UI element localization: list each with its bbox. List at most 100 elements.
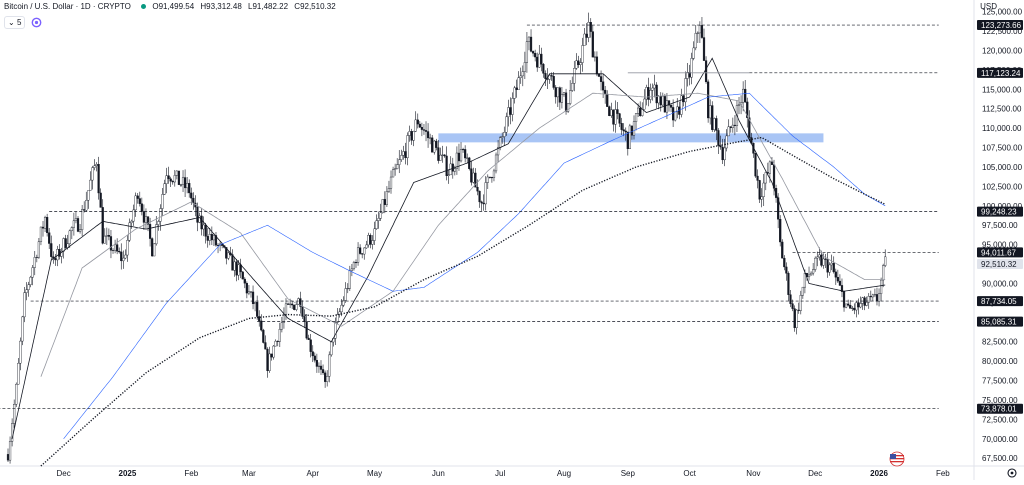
candle[interactable] xyxy=(884,256,887,266)
candle[interactable] xyxy=(266,348,269,371)
candle[interactable] xyxy=(519,75,522,78)
candle[interactable] xyxy=(694,33,697,49)
candle[interactable] xyxy=(523,62,526,72)
candle[interactable] xyxy=(379,212,382,219)
candle[interactable] xyxy=(795,309,798,328)
candle[interactable] xyxy=(418,123,421,128)
candle[interactable] xyxy=(116,244,119,252)
candle[interactable] xyxy=(445,155,448,176)
candle[interactable] xyxy=(610,109,613,117)
candle[interactable] xyxy=(237,264,240,276)
candle[interactable] xyxy=(429,137,432,139)
candle[interactable] xyxy=(85,200,88,211)
candle[interactable] xyxy=(43,217,47,229)
candle[interactable] xyxy=(58,249,61,257)
candle[interactable] xyxy=(702,37,706,61)
candle[interactable] xyxy=(599,76,603,82)
candle[interactable] xyxy=(87,190,90,201)
candle[interactable] xyxy=(171,180,174,183)
candle[interactable] xyxy=(111,249,115,251)
candle[interactable] xyxy=(879,279,883,294)
candle[interactable] xyxy=(251,291,255,305)
candle[interactable] xyxy=(394,168,397,170)
candle[interactable] xyxy=(748,117,751,138)
candle[interactable] xyxy=(731,124,734,128)
candle[interactable] xyxy=(336,314,339,323)
candle[interactable] xyxy=(550,75,553,77)
candle[interactable] xyxy=(385,191,388,205)
candle[interactable] xyxy=(657,96,660,104)
candle[interactable] xyxy=(581,45,584,63)
candle[interactable] xyxy=(542,64,545,74)
candle[interactable] xyxy=(142,211,146,223)
candle[interactable] xyxy=(19,340,22,364)
candle[interactable] xyxy=(663,96,666,113)
candle[interactable] xyxy=(391,169,395,178)
candle[interactable] xyxy=(359,247,362,254)
candle[interactable] xyxy=(132,209,135,222)
candle[interactable] xyxy=(233,261,236,271)
candle[interactable] xyxy=(179,184,183,186)
candle[interactable] xyxy=(690,58,693,78)
candle[interactable] xyxy=(486,176,489,183)
candle[interactable] xyxy=(146,216,150,225)
candle[interactable] xyxy=(120,251,123,262)
candle[interactable] xyxy=(789,294,792,304)
candle[interactable] xyxy=(842,291,846,308)
candle[interactable] xyxy=(692,47,695,59)
candle[interactable] xyxy=(639,107,642,116)
candle[interactable] xyxy=(478,190,481,203)
candle[interactable] xyxy=(562,92,566,95)
candle[interactable] xyxy=(711,105,714,130)
candle[interactable] xyxy=(661,96,664,106)
candle[interactable] xyxy=(68,230,71,245)
candle[interactable] xyxy=(377,218,380,221)
candle[interactable] xyxy=(181,177,185,185)
candle[interactable] xyxy=(488,176,491,178)
candle[interactable] xyxy=(812,269,815,274)
candle[interactable] xyxy=(81,209,84,230)
candle[interactable] xyxy=(783,257,786,268)
candle[interactable] xyxy=(138,198,141,204)
candle[interactable] xyxy=(64,238,67,248)
candle[interactable] xyxy=(165,175,168,184)
candle[interactable] xyxy=(206,236,209,241)
candle[interactable] xyxy=(282,314,286,323)
candle[interactable] xyxy=(11,423,14,442)
candle[interactable] xyxy=(577,60,580,66)
candle[interactable] xyxy=(256,302,259,317)
candle[interactable] xyxy=(13,404,16,424)
candle[interactable] xyxy=(163,183,166,195)
candle[interactable] xyxy=(50,243,53,257)
candle[interactable] xyxy=(245,283,248,294)
candle[interactable] xyxy=(241,271,244,280)
candle[interactable] xyxy=(729,126,732,128)
indicator-icon[interactable] xyxy=(31,17,42,28)
candle[interactable] xyxy=(723,147,726,161)
candle[interactable] xyxy=(480,201,483,204)
candle[interactable] xyxy=(871,294,874,298)
candle[interactable] xyxy=(400,155,403,160)
candle[interactable] xyxy=(365,244,368,249)
candle[interactable] xyxy=(688,72,691,78)
candle[interactable] xyxy=(851,307,854,309)
candle[interactable] xyxy=(188,183,191,194)
candle[interactable] xyxy=(144,216,148,223)
candle[interactable] xyxy=(338,311,341,315)
candle[interactable] xyxy=(818,254,821,258)
candle[interactable] xyxy=(76,218,80,232)
candle[interactable] xyxy=(816,256,819,259)
candle[interactable] xyxy=(27,284,30,290)
candle[interactable] xyxy=(258,316,261,322)
candle[interactable] xyxy=(760,196,763,200)
candle[interactable] xyxy=(363,247,366,255)
candle[interactable] xyxy=(416,119,419,125)
candle[interactable] xyxy=(653,84,656,89)
candle[interactable] xyxy=(231,254,234,271)
candle[interactable] xyxy=(867,296,870,303)
candle[interactable] xyxy=(235,261,238,276)
candle[interactable] xyxy=(505,116,508,133)
candle[interactable] xyxy=(210,234,213,241)
candle[interactable] xyxy=(60,251,63,257)
candle[interactable] xyxy=(78,229,82,232)
